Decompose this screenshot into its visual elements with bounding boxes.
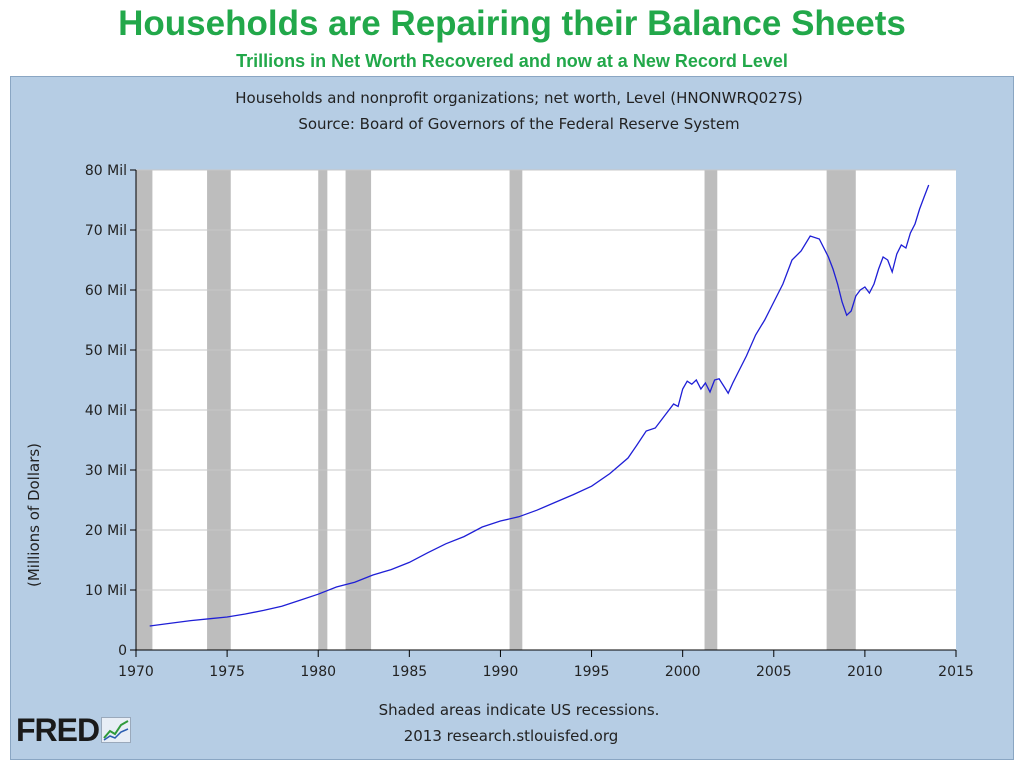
slide-subtitle: Trillions in Net Worth Recovered and now… [236,51,788,71]
x-tick-label: 1970 [118,664,154,680]
y-tick-label: 30 Mil [85,463,127,479]
chart-panel: Households and nonprofit organizations; … [10,76,1014,760]
x-tick-label: 1995 [574,664,610,680]
fred-logo: FRED [16,712,132,748]
y-tick-label: 60 Mil [85,283,127,299]
chart-title: Households and nonprofit organizations; … [235,89,802,107]
y-tick-label: 80 Mil [85,163,127,179]
y-tick-label: 20 Mil [85,523,127,539]
x-tick-label: 1980 [300,664,336,680]
y-axis-label: (Millions of Dollars) [25,443,43,587]
y-tick-label: 70 Mil [85,223,127,239]
x-tick-label: 2010 [847,664,883,680]
net-worth-chart: Households and nonprofit organizations; … [25,89,974,745]
fred-chart-icon [101,717,132,743]
y-tick-label: 10 Mil [85,583,127,599]
chart-source: Source: Board of Governors of the Federa… [298,115,739,133]
y-tick-label: 50 Mil [85,343,127,359]
y-tick-label: 0 [118,643,127,659]
x-tick-label: 2000 [665,664,701,680]
x-tick-label: 2005 [756,664,792,680]
x-tick-label: 1975 [209,664,245,680]
x-tick-label: 1985 [392,664,428,680]
recession-footnote: Shaded areas indicate US recessions. [379,701,660,719]
net-worth-line [149,184,930,627]
x-tick-label: 2015 [938,664,974,680]
slide-title: Households are Repairing their Balance S… [118,4,906,43]
fred-logo-text: FRED [16,712,100,748]
x-tick-label: 1990 [483,664,519,680]
y-tick-label: 40 Mil [85,403,127,419]
credit-text: 2013 research.stlouisfed.org [404,727,619,745]
